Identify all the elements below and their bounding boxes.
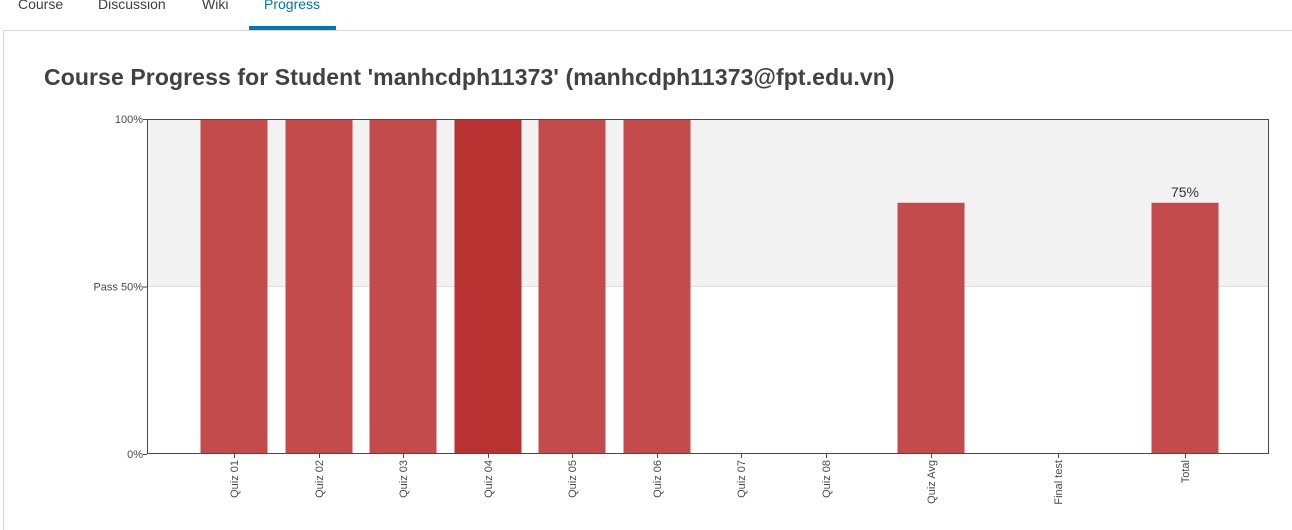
bar-total [1151,202,1219,454]
tab-wiki[interactable]: Wiki [202,0,229,12]
x-tick-label: Total [1180,460,1192,483]
bar-quiz-06 [623,119,691,454]
x-tick-label: Quiz 06 [652,460,664,498]
content-panel [3,30,1292,530]
bar-quiz-05 [538,119,606,454]
x-tick-label: Quiz 01 [229,460,241,498]
x-tick-label: Quiz 03 [398,460,410,498]
x-tick-label: Quiz 04 [483,460,495,498]
x-tick-label: Quiz Avg [926,460,938,504]
tab-course[interactable]: Course [18,0,64,12]
y-tick-label: 100% [115,114,143,126]
x-tick-label: Quiz 05 [567,460,579,498]
y-tick-label: Pass 50% [93,282,143,294]
y-tick-label: 0% [127,449,143,461]
bar-quiz-avg [897,202,965,454]
x-tick-label: Quiz 02 [314,460,326,498]
x-tick-label: Quiz 07 [736,460,748,498]
active-tab-indicator [249,26,336,30]
data-label: 75% [1171,184,1199,200]
page-title: Course Progress for Student 'manhcdph113… [44,64,895,90]
course-tabs: Course Discussion Wiki Progress [0,0,1292,30]
plot-frame [147,119,1269,454]
x-tick-label: Quiz 08 [821,460,833,498]
x-tick-label: Final test [1053,460,1065,505]
bar-quiz-03 [369,119,437,454]
tab-progress[interactable]: Progress [264,0,321,12]
bar-quiz-04 [454,119,522,454]
tab-discussion[interactable]: Discussion [98,0,166,12]
bar-quiz-01 [200,119,268,454]
bar-quiz-02 [285,119,353,454]
